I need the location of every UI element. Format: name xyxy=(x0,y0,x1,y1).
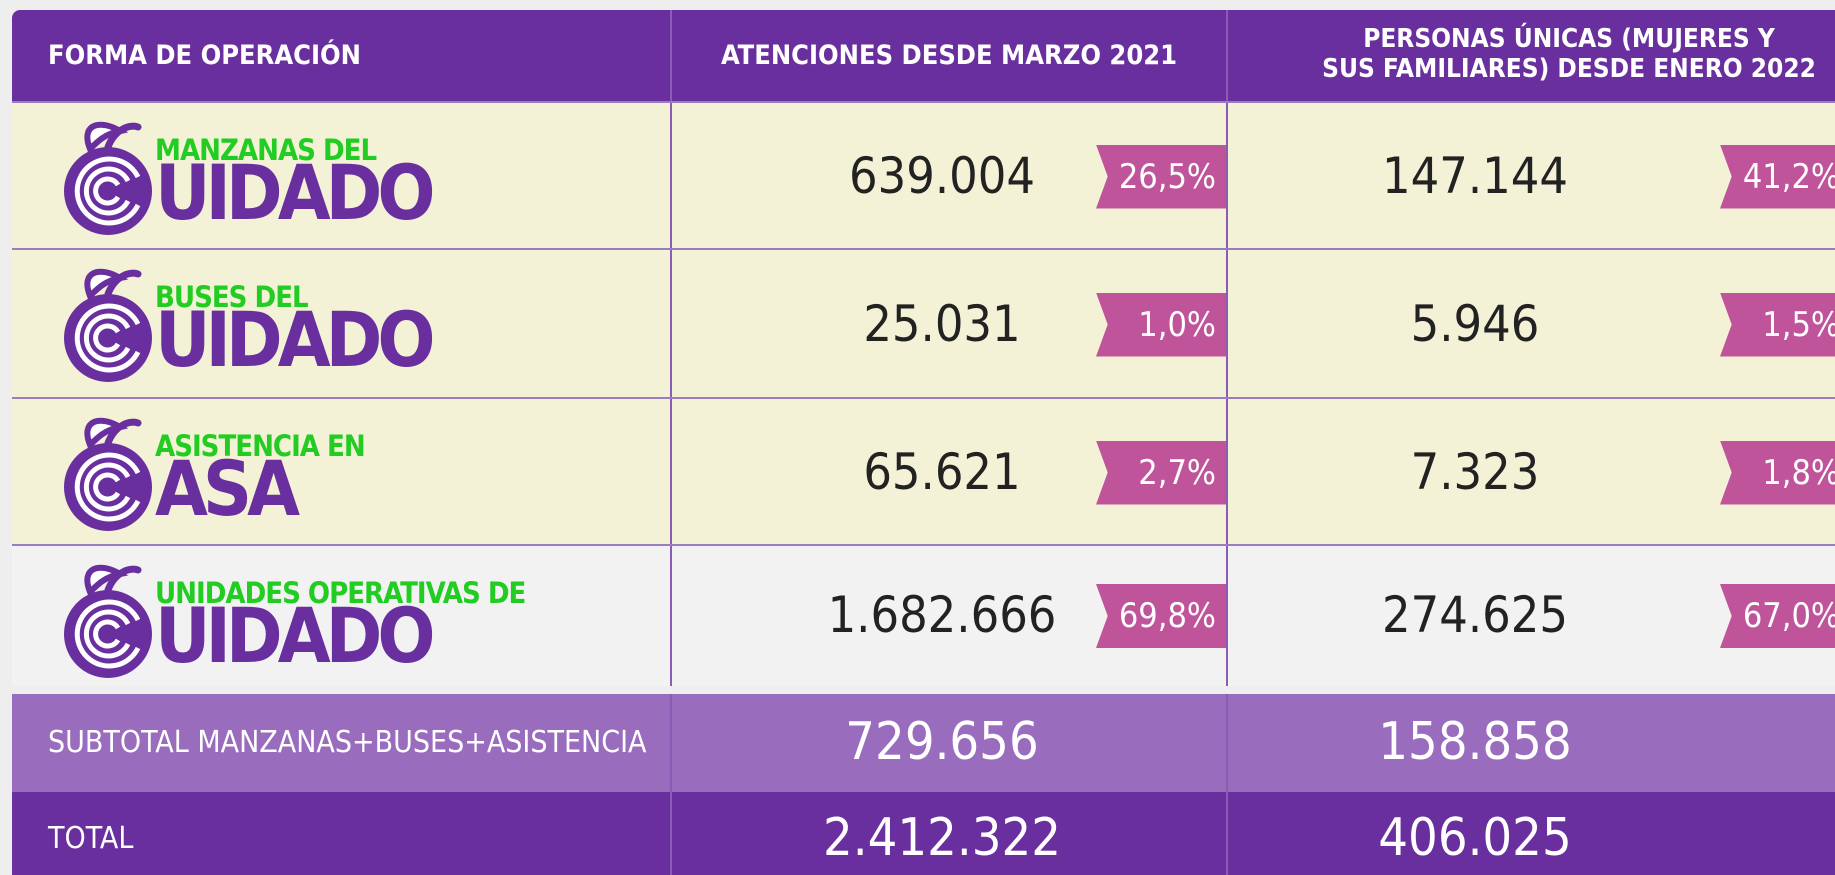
value: 7.323 xyxy=(1410,442,1540,501)
header-text: SUS FAMILIARES) DESDE ENERO 2022 xyxy=(1322,54,1816,84)
cell: SUBTOTAL MANZANAS+BUSES+ASISTENCIA xyxy=(12,694,672,792)
header-text: ATENCIONES DESDE MARZO 2021 xyxy=(720,40,1178,71)
value: 639.004 xyxy=(849,146,1035,205)
cell: 639.004 26,5% xyxy=(672,103,1228,250)
percent-ribbon: 69,8% xyxy=(1096,584,1226,648)
cell: 65.621 2,7% xyxy=(672,399,1228,546)
cell: 2.412.322 xyxy=(672,792,1228,875)
cell: 25.031 1,0% xyxy=(672,250,1228,399)
cell: 147.144 41,2% xyxy=(1228,103,1835,250)
logo-big-text: UIDADO xyxy=(155,591,436,680)
percent-ribbon: 26,5% xyxy=(1096,144,1226,209)
percent-ribbon: 1,8% xyxy=(1720,440,1835,505)
table: FORMA DE OPERACIÓN ATENCIONES DESDE MARZ… xyxy=(12,10,1835,875)
value: 274.625 xyxy=(1382,586,1568,644)
value: 25.031 xyxy=(863,294,1021,353)
logo-small-text: BUSES DEL xyxy=(155,280,309,314)
logo-small-text: MANZANAS DEL xyxy=(155,133,377,167)
cell: 158.858 xyxy=(1228,694,1835,792)
percent-ribbon: 2,7% xyxy=(1096,440,1226,505)
cell: 274.625 67,0% xyxy=(1228,546,1835,686)
value: 158.858 xyxy=(1378,712,1572,772)
value: 65.621 xyxy=(863,442,1021,501)
subtotal-row: SUBTOTAL MANZANAS+BUSES+ASISTENCIA 729.65… xyxy=(12,694,1835,792)
logo-icon xyxy=(64,564,152,678)
logo-icon xyxy=(64,121,152,235)
data-row: UNIDADES OPERATIVAS DE UIDADO 1.682.666 69,… xyxy=(12,544,1835,686)
logo-small-text: UNIDADES OPERATIVAS DE xyxy=(155,576,526,610)
data-row: ASISTENCIA EN ASA 65.621 2,7% 7.323 1,8% xyxy=(12,397,1835,546)
header-cell: PERSONAS ÚNICAS (MUJERES Y SUS FAMILIARE… xyxy=(1228,10,1835,101)
value: 1.682.666 xyxy=(827,586,1057,644)
logo-icon xyxy=(64,417,152,531)
percent-ribbon: 1,5% xyxy=(1720,292,1835,357)
cell: 406.025 xyxy=(1228,792,1835,875)
data-row: MANZANAS DEL UIDADO 639.004 26,5% 147.144 41,… xyxy=(12,101,1835,250)
logo-big-text: UIDADO xyxy=(155,295,436,384)
cell: ASISTENCIA EN ASA xyxy=(12,399,672,546)
value: 406.025 xyxy=(1378,807,1572,868)
cell: 1.682.666 69,8% xyxy=(672,546,1228,686)
logo-big-text: UIDADO xyxy=(155,148,436,237)
header-text: PERSONAS ÚNICAS (MUJERES Y xyxy=(1363,24,1775,54)
logo-small-text: ASISTENCIA EN xyxy=(155,429,366,463)
cell: TOTAL xyxy=(12,792,672,875)
data-row: BUSES DEL UIDADO 25.031 1,0% 5.946 1,5% xyxy=(12,248,1835,399)
cell: UNIDADES OPERATIVAS DE UIDADO xyxy=(12,546,672,686)
value: 147.144 xyxy=(1382,146,1568,205)
percent-ribbon: 67,0% xyxy=(1720,584,1835,648)
cell: 7.323 1,8% xyxy=(1228,399,1835,546)
value: 2.412.322 xyxy=(822,807,1061,868)
value: 5.946 xyxy=(1410,294,1540,353)
cell: MANZANAS DEL UIDADO xyxy=(12,103,672,250)
total-row: TOTAL 2.412.322 406.025 xyxy=(12,792,1835,875)
logo-big-text: ASA xyxy=(155,444,300,533)
header-cell: ATENCIONES DESDE MARZO 2021 xyxy=(672,10,1228,101)
value: 729.656 xyxy=(845,712,1039,772)
row-label: SUBTOTAL MANZANAS+BUSES+ASISTENCIA xyxy=(48,725,647,760)
header-row: FORMA DE OPERACIÓN ATENCIONES DESDE MARZ… xyxy=(12,10,1835,101)
percent-ribbon: 41,2% xyxy=(1720,144,1835,209)
row-label: TOTAL xyxy=(48,820,134,856)
percent-ribbon: 1,0% xyxy=(1096,292,1226,357)
header-cell: FORMA DE OPERACIÓN xyxy=(12,10,672,101)
cell: 5.946 1,5% xyxy=(1228,250,1835,399)
cell: BUSES DEL UIDADO xyxy=(12,250,672,399)
header-text: FORMA DE OPERACIÓN xyxy=(48,40,361,71)
cell: 729.656 xyxy=(672,694,1228,792)
logo-icon xyxy=(64,268,152,382)
